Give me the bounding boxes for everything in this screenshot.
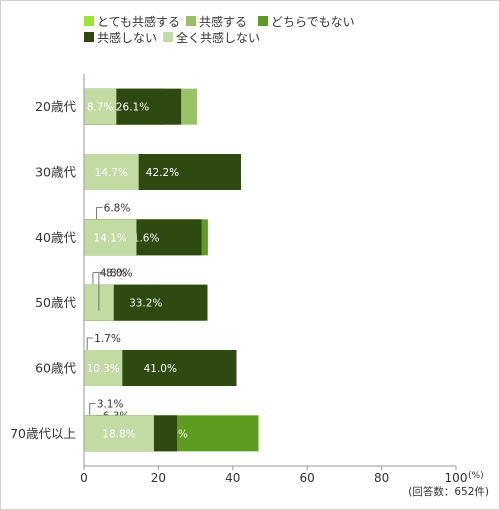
legend-label: 共感する: [199, 14, 247, 29]
category-label: 70歳代以上: [10, 426, 76, 441]
legend-swatch: [258, 16, 268, 26]
data-label: 3.1%: [97, 398, 124, 410]
data-label: 41.0%: [144, 363, 177, 375]
category-label: 50歳代: [35, 295, 76, 310]
data-label: 42.2%: [146, 167, 179, 179]
bar-segment: [84, 88, 117, 125]
data-label: 1.7%: [94, 333, 121, 345]
data-label: 26.1%: [116, 102, 149, 114]
legend-swatch: [84, 16, 94, 26]
legend-label: どちらでもない: [271, 15, 355, 29]
category-label: 20歳代: [35, 99, 76, 114]
legend-swatch: [163, 32, 173, 42]
category-label: 60歳代: [35, 361, 76, 376]
category-label: 30歳代: [35, 165, 76, 180]
legend-label: 全く共感しない: [176, 30, 260, 45]
bar-segment: [84, 154, 139, 190]
bar-segment: [84, 415, 154, 452]
data-label: 33.2%: [129, 298, 162, 310]
data-label: 8.0%: [106, 268, 133, 280]
x-unit-label: (%): [468, 471, 484, 481]
x-tick-label: 100: [445, 471, 468, 485]
x-tick-label: 60: [300, 471, 315, 485]
legend-label: とても共感する: [97, 14, 180, 29]
bar-segment: [84, 219, 137, 256]
data-label: 14.7%: [95, 167, 128, 179]
x-tick-label: 20: [151, 471, 166, 485]
bars: 20歳代13.0%30.4%21.7%26.1%8.7%30歳代11.2%19.…: [10, 88, 259, 452]
legend-swatch: [84, 32, 94, 42]
category-label: 40歳代: [35, 230, 76, 245]
legend-swatch: [186, 16, 196, 26]
data-label: 8.7%: [87, 102, 114, 114]
data-label: 18.8%: [102, 428, 135, 440]
bar-segment: [84, 350, 123, 386]
data-label: 10.3%: [86, 363, 119, 375]
legend-label: 共感しない: [97, 30, 157, 45]
response-count-note: (回答数：652件): [408, 485, 489, 498]
x-tick-label: 0: [80, 471, 88, 485]
data-label: 14.1%: [94, 232, 127, 244]
data-label: 4.8%: [100, 268, 127, 280]
x-axis: 0 20 40 60 80 100 (%) (回答数：652件): [80, 74, 489, 498]
data-label: 6.8%: [104, 202, 131, 214]
x-tick-label: 40: [225, 471, 240, 485]
x-tick-label: 80: [374, 471, 389, 485]
